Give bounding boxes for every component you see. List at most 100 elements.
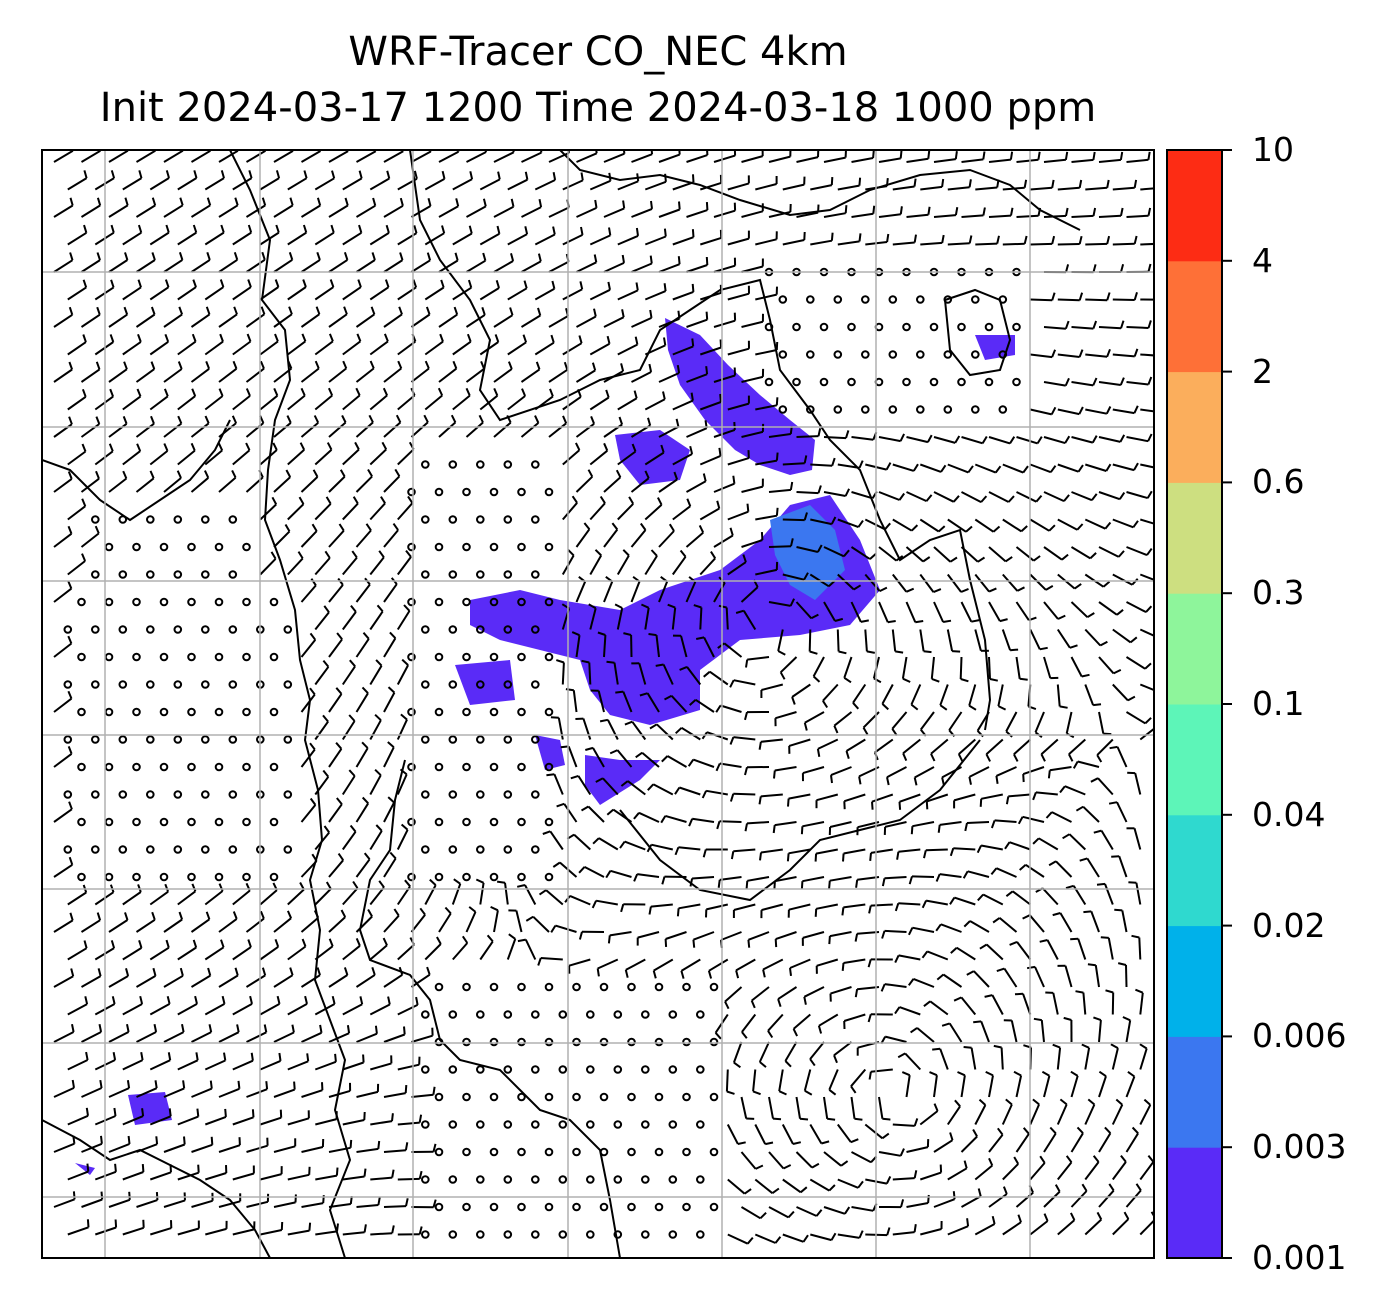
wind-barb-shaft [713,264,736,273]
colorbar-tick-label: 0.6 [1252,462,1305,502]
wind-barb-shaft [961,158,984,163]
wind-barb-flag [234,967,239,976]
calm-wind-circle [421,1120,430,1129]
wind-barb-flag [338,523,345,532]
wind-barb-shaft [355,692,369,713]
wind-barb-flag [872,150,875,159]
wind-barb-shaft [567,746,578,768]
calm-wind-circle [421,1230,430,1239]
calm-wind-circle [476,1175,485,1184]
wind-barb-shaft [919,518,940,533]
wind-barb-flag [1014,992,1024,996]
calm-wind-circle [407,872,416,882]
wind-barb-shaft [1139,628,1154,637]
wind-barb-shaft [273,917,292,933]
wind-barb-flag [1091,493,1098,501]
wind-barb-shaft [190,974,211,988]
wind-barb-shaft [177,1003,198,1016]
wind-barb-flag [910,1027,918,1034]
wind-barb-flag [454,252,459,261]
wind-barb-flag [555,659,565,664]
wind-barb-flag [1078,406,1084,415]
calm-wind-circle [613,1120,623,1129]
wind-barb-shaft [67,947,88,961]
wind-barb-flag [1009,436,1016,444]
wind-barb-shaft [438,313,458,328]
wind-barb-flag [899,433,905,442]
wind-barb-flag [688,818,694,827]
wind-barb-shaft [122,1226,145,1236]
wind-barb-shaft [1139,573,1154,581]
calm-wind-circle [214,872,224,882]
calm-wind-circle [586,1120,595,1129]
wind-barb-shaft [245,422,265,438]
wind-barb-flag [151,252,156,261]
wind-barb-flag [197,1164,200,1173]
wind-barb-flag [397,360,403,369]
wind-barb-shaft [342,394,361,411]
wind-barb-shaft [833,1041,853,1057]
wind-barb-flag [735,970,740,979]
wind-barb-shaft [671,607,677,630]
wind-barb-shaft [205,1172,227,1181]
wind-barb-shaft [836,1123,852,1143]
wind-barb-flag [1098,1070,1107,1078]
calm-wind-circle [531,515,540,524]
wind-barb-shaft [465,314,486,328]
wind-barb-shaft [204,890,224,906]
wind-barb-flag [496,225,501,235]
wind-barb-flag [97,968,102,977]
wind-barb-flag [1092,377,1098,386]
wind-barb-flag [1037,151,1041,160]
wind-barb-shaft [204,1059,226,1071]
wind-barb-flag [841,907,845,916]
wind-barb-flag [1147,263,1152,273]
wind-barb-shaft [760,848,783,854]
wind-barb-shaft [1112,518,1134,529]
wind-barb-shaft [791,683,811,698]
wind-barb-shaft [1042,887,1059,906]
wind-barb-flag [382,937,388,946]
wind-barb-flag [588,603,597,610]
wind-barb-shaft [906,1202,929,1208]
calm-wind-circle [489,597,499,607]
wind-barb-flag [193,170,198,179]
wind-barb-shaft [328,150,349,163]
wind-barb-shaft [479,232,500,246]
wind-barb-flag [783,1164,792,1170]
wind-barb-shaft [1125,656,1146,670]
wind-barb-shaft [328,421,347,438]
wind-barb-flag [799,1117,809,1121]
wind-barb-shaft [1070,1132,1084,1153]
wind-barb-flag [599,495,606,504]
wind-barb-flag [377,1140,381,1150]
wind-barb-flag [1133,405,1139,414]
wind-barb-shaft [933,491,955,503]
wind-barb-flag [400,823,409,831]
wind-barb-shaft [94,395,114,411]
wind-barb-flag [755,1164,764,1170]
calm-wind-circle [531,625,540,634]
calm-wind-circle [476,790,485,799]
wind-barb-shaft [1016,158,1039,163]
wind-barb-flag [328,333,334,342]
wind-barb-flag [913,178,917,187]
wind-barb-shaft [843,958,866,964]
wind-barb-shaft [163,1143,186,1153]
wind-barb-shaft [699,181,722,191]
wind-barb-flag [493,387,499,397]
wind-barb-shaft [874,738,894,754]
calm-wind-circle [104,707,114,717]
wind-barb-flag [81,388,87,398]
wind-barb-flag [908,927,914,936]
calm-wind-circle [572,1147,581,1157]
wind-barb-flag [995,775,999,784]
wind-barb-shaft [355,583,371,603]
wind-barb-flag [315,306,321,315]
wind-barb-shaft [589,234,611,246]
wind-barb-flag [902,752,908,762]
wind-barb-shaft [177,1115,199,1126]
wind-barb-shaft [1043,491,1065,503]
wind-barb-flag [378,550,385,558]
wind-barb-flag [525,915,534,922]
